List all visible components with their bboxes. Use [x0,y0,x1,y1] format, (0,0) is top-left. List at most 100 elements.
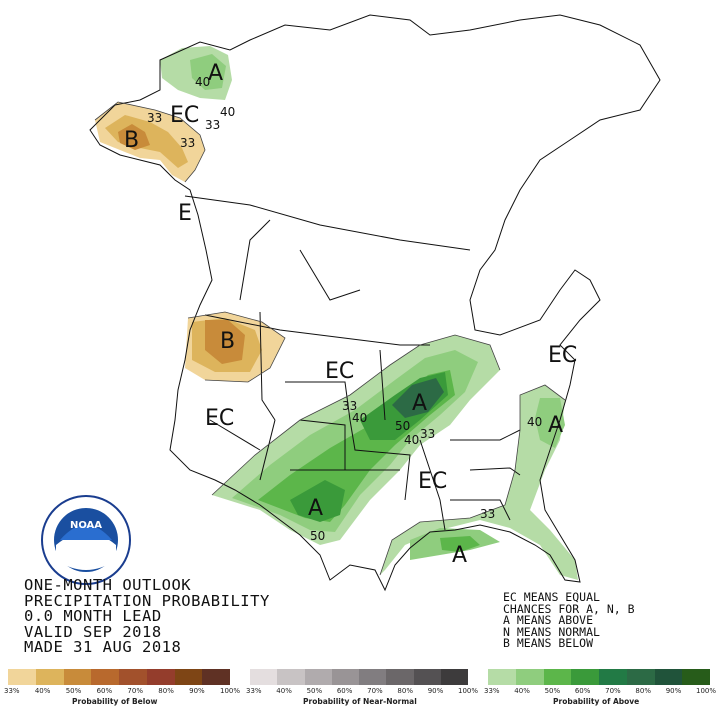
above-scale-tick-label: 60% [574,687,591,695]
below-scale-swatch [174,669,203,685]
below-scale-swatch [91,669,119,685]
normal-scale-swatch [304,669,332,685]
northwest-below-50-region [205,320,245,364]
central-above-70-region [392,378,444,418]
above-scale-swatch [488,669,516,685]
contour-label: 33 [205,118,220,132]
above-scale-tick-label: 70% [605,687,621,695]
contour-label: 40 [195,75,210,89]
label-ec-alaska: EC [170,103,199,128]
normal-scale-tick-label: 100% [458,687,479,695]
label-a-midwest: A [412,391,427,416]
above-scale-tick-label: 50% [544,687,561,695]
label-ec-plains: EC [325,359,354,384]
label-ec-west: EC [205,406,234,431]
label-a-alaska: A [208,61,223,86]
below-scale-tick-label: 80% [158,687,174,695]
contour-label: 33 [420,427,435,441]
below-scale-tick-label: 50% [65,687,82,695]
below-scale-swatch [63,669,92,685]
above-scale-swatch [654,669,683,685]
legend-note: CHANCES FOR A, N, B [503,601,635,616]
below-scale-tick-label: 100% [220,687,241,695]
title-line: 0.0 MONTH LEAD [24,607,162,625]
below-scale-tick-label: 70% [127,687,143,695]
label-a-texas: A [308,496,323,521]
label-a-atlantic: A [548,413,563,438]
contour-label: 33 [147,111,162,125]
label-ec-east: EC [418,469,447,494]
title-line: ONE-MONTH OUTLOOK [24,576,192,594]
alaska-below-50-region [118,124,150,150]
above-scale-swatch [599,669,627,685]
above-scale-tick-label: 100% [696,687,717,695]
below-scale-tick-label: 40% [34,687,51,695]
below-scale-tick-label: 60% [96,687,113,695]
label-e-coast: E [178,201,192,226]
title-line: PRECIPITATION PROBABILITY [24,591,270,610]
legend-note: N MEANS NORMAL [503,624,600,639]
contour-label: 40 [527,415,542,429]
alaska-above-40-region [190,54,226,90]
above-scale-tick-label: 40% [514,687,530,695]
legend-note: A MEANS ABOVE [503,613,594,627]
title-line: MADE 31 AUG 2018 [24,638,182,656]
above-scale-swatch [626,669,655,685]
normal-scale-swatch [440,669,468,685]
below-scale-swatch [146,669,175,685]
normal-scale-tick-label: 33% [246,687,262,695]
normal-scale-tick-label: 40% [276,687,292,695]
normal-scale-swatch [277,669,305,685]
title-line: VALID SEP 2018 [24,622,162,641]
normal-scale-tick-label: 50% [306,687,323,695]
contour-label: 40 [220,105,235,119]
legend-note: EC MEANS EQUAL [503,590,600,604]
below-scale-caption: Probability of Below [72,697,158,706]
normal-scale-caption: Probability of Near-Normal [303,697,417,706]
contours [94,101,566,576]
above-scale-swatch [682,669,710,685]
normal-scale-tick-label: 80% [397,687,413,695]
normal-scale-swatch [413,669,441,685]
normal-scale-swatch [359,669,387,685]
label-a-gulf: A [452,543,467,568]
boundaries [89,14,661,592]
contour-label: 33 [480,507,495,521]
above-scale-tick-label: 33% [484,687,500,695]
contour-label: 40 [352,411,367,425]
contour-label: 50 [310,529,325,543]
normal-scale-swatch [386,669,414,685]
below-scale-swatch [202,669,230,685]
gulf-above-50-region [440,536,480,552]
below-scale-swatch [35,669,64,685]
normal-scale-swatch [331,669,359,685]
above-scale-caption: Probability of Above [553,697,640,706]
label-ec-northeast: EC [548,343,577,368]
contour-label: 33 [342,399,357,413]
below-scale-tick-label: 33% [4,687,20,695]
normal-scale-tick-label: 70% [367,687,383,695]
contour-label: 40 [404,433,419,447]
above-color-scale [488,669,710,685]
noaa-logo-text: NOAA [70,520,102,531]
contour-label: 33 [180,136,195,150]
contour-label: 50 [395,419,410,433]
label-b-alaska: B [124,128,139,153]
normal-scale-tick-label: 90% [427,687,444,695]
east-above-33-region [380,385,578,580]
below-scale-swatch [119,669,147,685]
above-scale-tick-label: 80% [635,687,651,695]
above-scale-swatch [543,669,572,685]
below-scale-swatch [8,669,36,685]
normal-scale-tick-label: 60% [336,687,353,695]
legend-notes: EC MEANS EQUAL CHANCES FOR A, N, B A MEA… [503,590,635,650]
outlook-title: ONE-MONTH OUTLOOK PRECIPITATION PROBABIL… [24,576,270,656]
legend-note: B MEANS BELOW [503,636,594,650]
below-scale-tick-label: 90% [189,687,205,695]
atlantic-above-40-region [535,398,565,448]
below-color-scale [8,669,230,685]
normal-color-scale [250,669,468,685]
noaa-logo: NOAA [41,495,131,585]
above-scale-tick-label: 90% [665,687,682,695]
